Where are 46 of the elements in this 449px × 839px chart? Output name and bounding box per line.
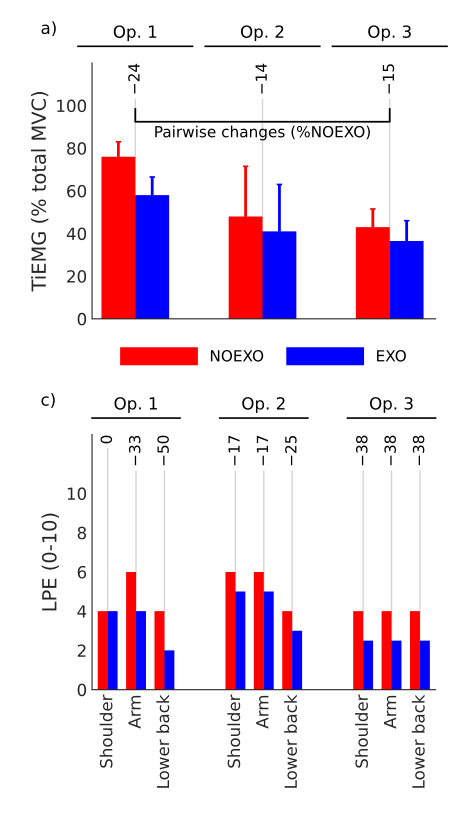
y-tick-label: 4 xyxy=(77,605,86,618)
x-tick-label: Op. 3 xyxy=(368,25,411,42)
annotation: −33 xyxy=(128,436,140,466)
x-tick-label: Arm xyxy=(128,696,141,729)
text: Op. 2 xyxy=(242,397,285,413)
x-tick-label: Op. 1 xyxy=(114,25,156,42)
annotation: −24 xyxy=(128,64,140,94)
y-tick-label: 40 xyxy=(66,227,86,240)
legend-label: NOEXO xyxy=(210,350,264,362)
annotation: −50 xyxy=(157,436,169,466)
annotation: Pairwise changes (%NOEXO) xyxy=(155,126,370,140)
chart-title: c) xyxy=(41,392,55,408)
x-tick-label: Lower back xyxy=(156,694,170,788)
x-tick-label: Lower back xyxy=(412,694,425,788)
x-tick-label: Lower back xyxy=(284,694,298,788)
x-tick-label: Arm xyxy=(256,696,268,729)
annotation: −14 xyxy=(256,64,267,94)
y-tick-label: 80 xyxy=(67,142,86,155)
x-tick-label: Shoulder xyxy=(100,694,112,768)
y-tick-label: 8 xyxy=(78,526,86,540)
annotation: −17 xyxy=(256,436,268,466)
y-tick-label: 20 xyxy=(67,270,86,283)
x-tick-label: Shoulder xyxy=(227,694,240,768)
y-axis-title: LPE (0-10) xyxy=(42,514,59,610)
legend-label: EXO xyxy=(377,350,406,362)
y-tick-label: 0 xyxy=(78,684,86,696)
annotation: −15 xyxy=(382,64,394,94)
y-tick-label: 0 xyxy=(78,312,86,326)
y-tick-label: 100 xyxy=(57,100,86,112)
x-tick-label: Arm xyxy=(384,696,396,729)
text: Op. 1 xyxy=(114,397,157,413)
y-tick-label: 60 xyxy=(67,184,86,198)
y-axis-title: TiEMG (% total MVC) xyxy=(30,92,48,292)
annotation: −38 xyxy=(412,436,424,466)
text: Op. 3 xyxy=(370,397,413,413)
y-tick-label: 10 xyxy=(68,487,86,500)
chart-title: a) xyxy=(42,21,56,36)
annotation: −38 xyxy=(384,436,396,466)
y-tick-label: 6 xyxy=(78,566,86,579)
y-tick-label: 2 xyxy=(78,644,86,657)
annotation: −25 xyxy=(285,436,297,466)
annotation: 0 xyxy=(100,436,112,444)
annotation: −17 xyxy=(228,436,240,466)
annotation: −38 xyxy=(356,436,368,466)
x-tick-label: Shoulder xyxy=(355,694,368,768)
x-tick-label: Op. 2 xyxy=(241,25,284,42)
